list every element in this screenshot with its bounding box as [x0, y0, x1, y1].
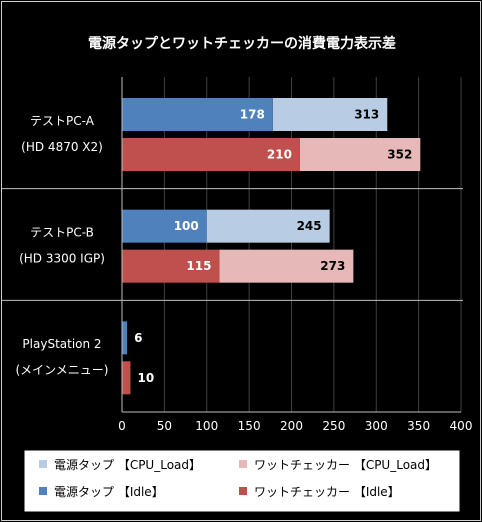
data-label-idle: 100	[174, 219, 199, 233]
x-tick-label: 0	[118, 419, 126, 433]
category-label: PlayStation 2	[22, 337, 101, 351]
x-tick-label: 200	[280, 419, 303, 433]
bar-cpu-load	[206, 209, 330, 243]
bar-idle	[122, 98, 273, 131]
x-tick-label: 250	[322, 419, 345, 433]
bar-cpu-load	[219, 249, 354, 283]
chart-title: 電源タップとワットチェッカーの消費電力表示差	[88, 35, 396, 52]
category-label: (メインメニュー)	[15, 363, 108, 377]
legend: 電源タップ 【CPU_Load】 ワットチェッカー 【CPU_Load】電源タップ…	[23, 449, 461, 513]
data-label-idle: 115	[186, 259, 211, 273]
legend-swatch	[239, 460, 247, 468]
x-tick-label: 150	[238, 419, 261, 433]
category-label: (HD 4870 X2)	[21, 140, 103, 154]
data-label-cpu-load: 313	[354, 108, 379, 122]
bars-layer	[122, 98, 421, 395]
data-label-idle: 10	[137, 371, 154, 385]
bar-idle	[122, 138, 300, 171]
bar-idle	[122, 249, 220, 283]
bar-cpu-load	[272, 98, 388, 131]
bar-idle	[122, 209, 207, 243]
data-label-cpu-load: 352	[387, 148, 412, 162]
category-label: (HD 3300 IGP)	[19, 252, 105, 266]
legend-swatch	[39, 460, 47, 468]
legend-swatch	[239, 487, 247, 495]
data-label-idle: 6	[134, 331, 142, 345]
x-tick-label: 300	[365, 419, 388, 433]
legend-swatch	[39, 487, 47, 495]
data-label-cpu-load: 273	[320, 259, 345, 273]
category-label: テストPC-A	[30, 114, 95, 128]
x-tick-label: 400	[450, 419, 473, 433]
legend-label: ワットチェッカー 【Idle】	[254, 485, 400, 499]
bar-idle	[122, 361, 131, 395]
grid-layer	[2, 77, 463, 412]
legend-label: 電源タップ 【Idle】	[54, 485, 164, 499]
legend-label: ワットチェッカー 【CPU_Load】	[254, 458, 437, 472]
bar-idle	[122, 321, 128, 355]
category-label: テストPC-B	[30, 226, 94, 240]
x-tick-label: 350	[407, 419, 430, 433]
bar-cpu-load	[299, 138, 421, 171]
x-tick-label: 100	[195, 419, 218, 433]
x-axis: 0 50 100 150 200 250 300 350 400	[118, 77, 472, 433]
data-label-idle: 178	[240, 108, 265, 122]
data-label-cpu-load: 245	[297, 219, 322, 233]
legend-label: 電源タップ 【CPU_Load】	[54, 458, 201, 472]
data-label-idle: 210	[267, 148, 292, 162]
x-tick-label: 50	[157, 419, 172, 433]
labels-layer: 178 313 210 352 テストPC-A (HD 4870 X2) 100 245 115…	[15, 108, 412, 385]
